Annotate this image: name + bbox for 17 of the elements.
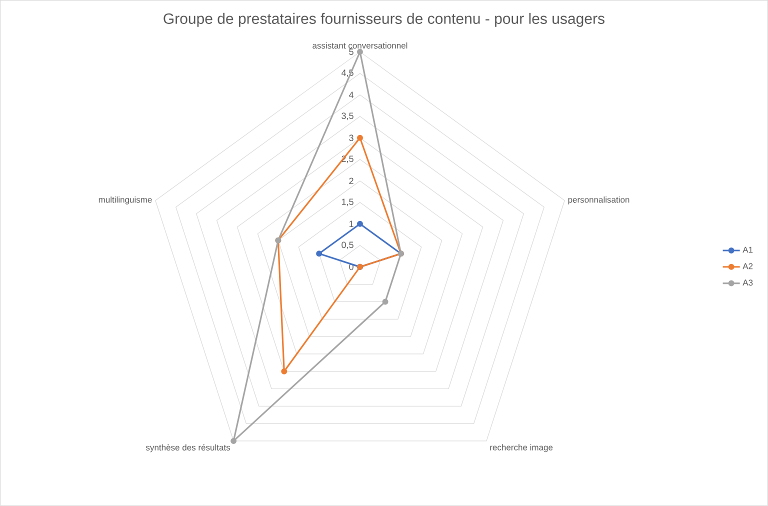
legend-label: A3 [742,280,753,286]
y-tick-label: 4 [348,92,354,98]
y-tick-label: 1 [349,220,354,228]
y-tick-label: 2 [349,178,354,184]
y-tick-label: 1,5 [342,198,354,206]
y-tick-label: 3,5 [342,112,354,120]
y-tick-label: 5 [349,48,354,56]
chart-title: Groupe de prestataires fournisseurs de contenu - pour les usagers [164,12,604,27]
spoke-label: recherche image [490,444,553,452]
spoke-label: synthèse des résultats [146,444,230,452]
spoke-label: assistant conversationnel [312,42,408,49]
spoke-label: personnalisation [568,196,630,204]
legend-label: A2 [742,263,753,270]
y-tick-label: 0,5 [342,242,354,250]
y-tick-label: 3 [349,134,354,142]
legend-label: A1 [742,246,753,253]
spoke-label: multilinguisme [98,196,152,204]
